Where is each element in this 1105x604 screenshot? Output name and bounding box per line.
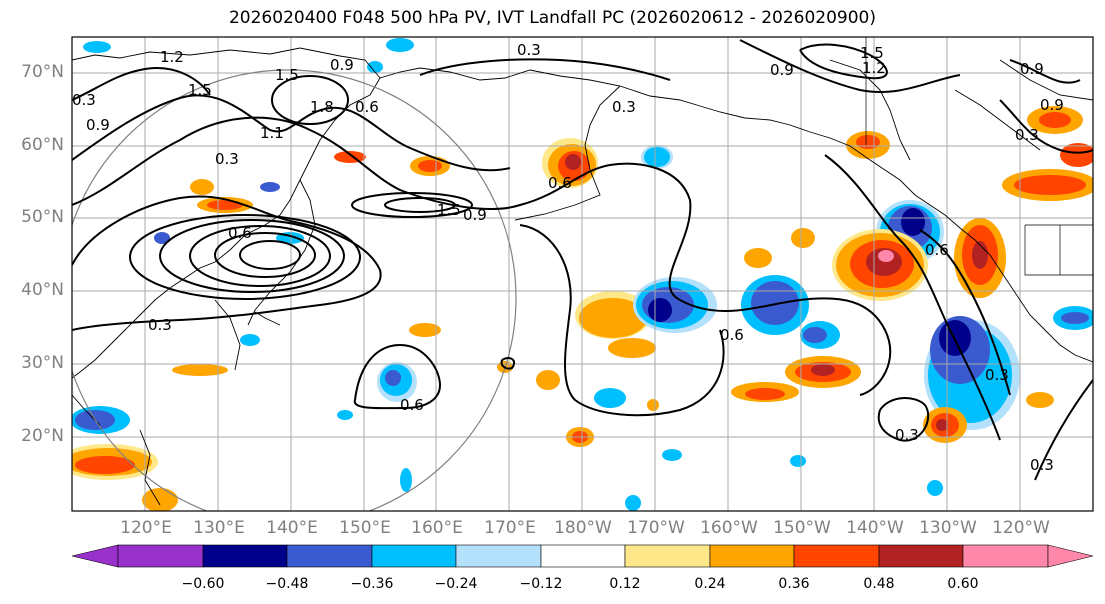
colorbar-min-arrow (71, 544, 119, 568)
lat-label: 60°N (21, 135, 64, 155)
colorbar-seg (286, 544, 373, 568)
contour-labels: 0.3 1.5 1.2 1.5 0.9 0.3 0.6 0.9 1.8 1.1 … (72, 41, 1064, 474)
lon-label: 160°W (700, 518, 758, 538)
colorbar-seg (540, 544, 626, 568)
contour-label: 0.9 (1040, 96, 1064, 114)
lon-label: 130°E (193, 518, 245, 538)
borders (865, 37, 1093, 276)
map-title: 2026020400 F048 500 hPa PV, IVT Landfall… (228, 8, 876, 28)
colorbar-max-arrow (1047, 544, 1094, 568)
contour-label: 0.3 (72, 91, 96, 109)
colorbar-seg (455, 544, 542, 568)
colorbar-tick: 0.36 (778, 576, 810, 592)
lon-label: 150°E (339, 518, 391, 538)
pv-contours (72, 39, 1093, 481)
shading-layer (72, 38, 1093, 511)
colorbar (71, 544, 1094, 568)
map-frame (71, 36, 1094, 512)
contour-label: 0.6 (548, 174, 572, 192)
colorbar-tick: −0.12 (519, 576, 563, 592)
colorbar-seg (117, 544, 204, 568)
contour-label: 0.9 (1020, 60, 1044, 78)
contour-label: 0.3 (517, 41, 541, 59)
contour-label: 1.5 (860, 44, 884, 62)
lon-label: 180°W (554, 518, 612, 538)
colorbar-tick: 0.60 (947, 576, 979, 592)
contour-label: 0.3 (1030, 456, 1054, 474)
lon-label: 160°E (411, 518, 463, 538)
colorbar-seg (202, 544, 288, 568)
contour-label: 0.9 (770, 61, 794, 79)
colorbar-seg (793, 544, 880, 568)
lon-label: 130°W (919, 518, 977, 538)
lon-label: 170°W (627, 518, 685, 538)
colorbar-seg (624, 544, 711, 568)
colorbar-tick: 0.12 (609, 576, 641, 592)
contour-label: 0.3 (148, 316, 172, 334)
colorbar-seg (962, 544, 1049, 568)
contour-label: 1.5 (188, 81, 212, 99)
lat-label: 50°N (21, 207, 64, 227)
lat-label: 30°N (21, 353, 64, 373)
contour-label: 1.1 (260, 124, 284, 142)
lat-label: 70°N (21, 62, 64, 82)
lat-label: 20°N (21, 426, 64, 446)
contour-label: 0.6 (720, 326, 744, 344)
contour-label: 0.9 (463, 206, 487, 224)
colorbar-tick: 0.48 (863, 576, 895, 592)
contour-label: 0.6 (400, 396, 424, 414)
colorbar-seg (371, 544, 457, 568)
region-circle (72, 69, 517, 511)
contour-label: 0.9 (86, 116, 110, 134)
lon-label: 170°E (484, 518, 536, 538)
contour-label: 0.6 (925, 241, 949, 259)
contour-label: 0.6 (355, 98, 379, 116)
lon-label: 120°W (992, 518, 1050, 538)
contour-label: 0.6 (228, 224, 252, 242)
contour-label: 1.5 (275, 66, 299, 84)
contour-label: 0.3 (985, 366, 1009, 384)
lon-label: 120°E (120, 518, 172, 538)
colorbar-tick: −0.60 (181, 576, 225, 592)
contour-label: 0.3 (215, 150, 239, 168)
colorbar-tick: −0.48 (265, 576, 309, 592)
lat-label: 40°N (21, 280, 64, 300)
colorbar-tick: 0.24 (694, 576, 726, 592)
contour-label: 1.2 (160, 48, 184, 66)
contour-label: 0.3 (612, 98, 636, 116)
colorbar-seg (878, 544, 964, 568)
colorbar-tick: −0.36 (350, 576, 394, 592)
contour-label: 0.3 (895, 426, 919, 444)
contour-label: 1.2 (862, 59, 886, 77)
contour-label: 1.8 (310, 98, 334, 116)
colorbar-tick: −0.24 (434, 576, 478, 592)
colorbar-seg (709, 544, 795, 568)
contour-label: 0.9 (330, 56, 354, 74)
lon-label: 140°W (846, 518, 904, 538)
lon-label: 140°E (266, 518, 318, 538)
contour-label: 0.3 (1015, 126, 1039, 144)
contour-label: 1.5 (437, 201, 461, 219)
lon-label: 150°W (773, 518, 831, 538)
